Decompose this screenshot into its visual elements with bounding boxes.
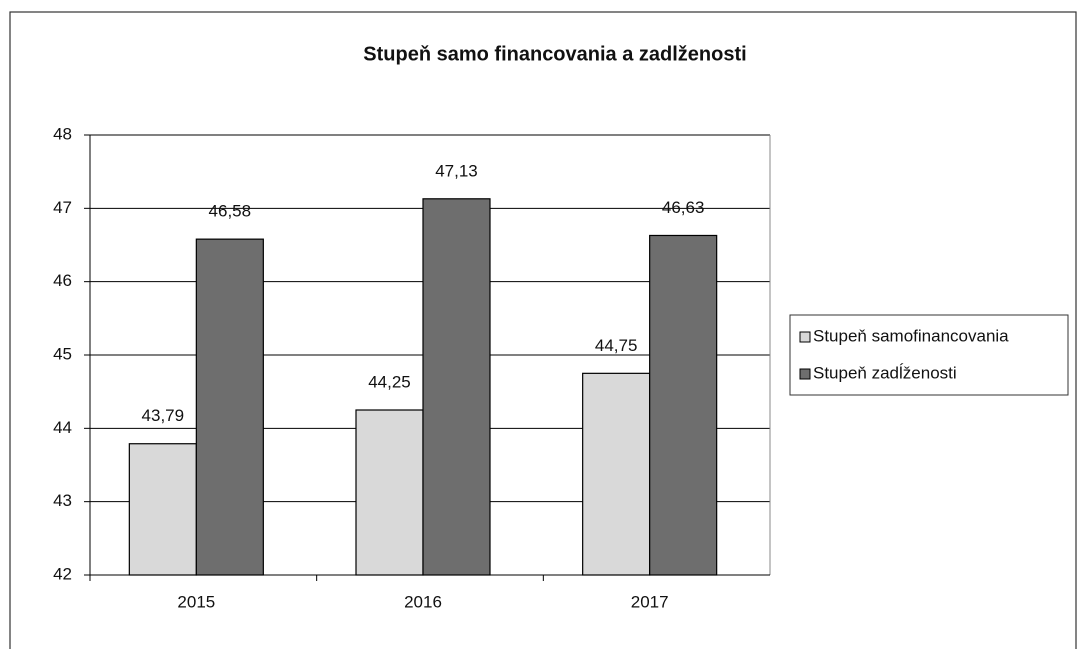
bar xyxy=(195,238,264,576)
data-label: 43,79 xyxy=(142,406,185,425)
data-label: 44,25 xyxy=(368,372,411,391)
bar xyxy=(582,372,651,576)
data-label: 46,63 xyxy=(662,198,705,217)
y-tick-label: 46 xyxy=(53,271,72,290)
y-tick-label: 43 xyxy=(53,491,72,510)
legend-label: Stupeň zadĺženosti xyxy=(813,363,957,382)
y-tick-label: 47 xyxy=(53,198,72,217)
bar xyxy=(649,234,718,576)
chart-title: Stupeň samo financovania a zadlženosti xyxy=(363,43,746,65)
x-tick-label: 2017 xyxy=(631,592,669,611)
bar xyxy=(422,198,491,576)
y-tick-label: 42 xyxy=(53,564,72,583)
y-tick-label: 45 xyxy=(53,344,72,363)
data-label: 44,75 xyxy=(595,336,638,355)
y-tick-label: 48 xyxy=(53,124,72,143)
data-label: 46,58 xyxy=(209,202,252,221)
legend-swatch xyxy=(799,331,811,343)
legend-swatch xyxy=(799,368,811,380)
x-tick-label: 2016 xyxy=(404,592,442,611)
data-label: 47,13 xyxy=(435,161,478,180)
legend-box xyxy=(789,314,1069,396)
bar xyxy=(128,443,197,576)
bar xyxy=(355,409,424,576)
y-tick-label: 44 xyxy=(53,418,72,437)
legend-label: Stupeň samofinancovania xyxy=(813,326,1009,345)
x-tick-label: 2015 xyxy=(177,592,215,611)
